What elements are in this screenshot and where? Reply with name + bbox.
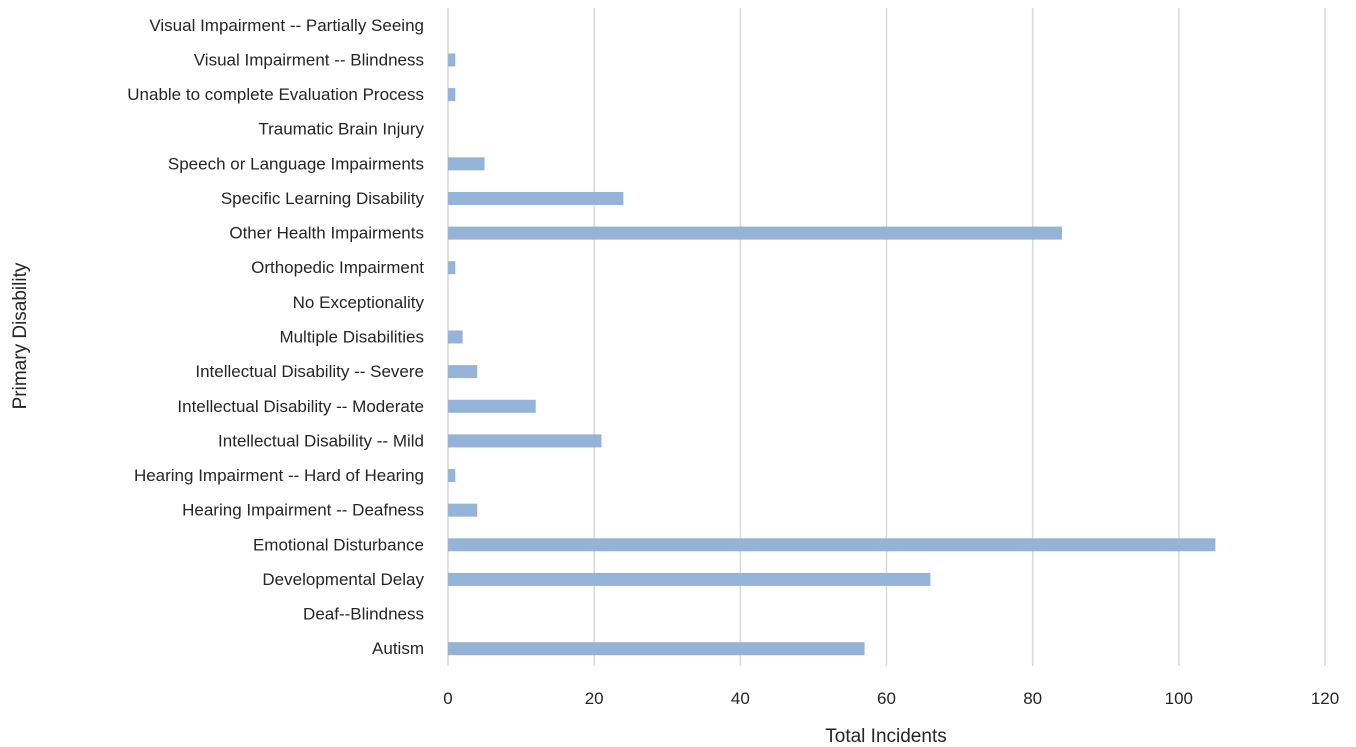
category-label: Unable to complete Evaluation Process [127,85,424,104]
bars [448,53,1216,656]
bar [448,572,931,586]
category-label: Traumatic Brain Injury [258,120,424,139]
bar [448,191,624,205]
category-label: Orthopedic Impairment [251,258,424,277]
x-tick-label: 0 [443,689,452,708]
bar [448,261,456,275]
bar [448,642,865,656]
bar [448,226,1062,240]
bar [448,434,602,448]
bar [448,538,1216,552]
category-label: Intellectual Disability -- Severe [195,362,424,381]
category-label: Autism [372,639,424,658]
x-tick-labels: 0 20 40 60 80 100 120 [443,689,1339,708]
bar [448,365,478,379]
bar [448,399,536,413]
category-label: Developmental Delay [262,570,424,589]
y-axis-title: Primary Disability [10,262,31,409]
category-label: Multiple Disabilities [279,328,424,347]
category-label: Visual Impairment -- Blindness [194,50,424,69]
category-labels: Autism Deaf--Blindness Developmental Delay… [127,16,424,658]
category-label: Intellectual Disability -- Mild [218,431,424,450]
category-label: Intellectual Disability -- Moderate [177,397,424,416]
category-label: No Exceptionality [293,293,425,312]
category-label: Emotional Disturbance [253,535,424,554]
bar [448,53,456,67]
x-tick-label: 100 [1165,689,1193,708]
bar [448,330,463,344]
category-label: Other Health Impairments [229,224,424,243]
x-axis-title: Total Incidents [825,726,946,747]
bar [448,88,456,102]
category-label: Specific Learning Disability [221,189,425,208]
category-label: Speech or Language Impairments [168,154,424,173]
x-tick-label: 40 [731,689,750,708]
x-tick-label: 80 [1023,689,1042,708]
category-label: Visual Impairment -- Partially Seeing [149,16,424,35]
category-label: Hearing Impairment -- Deafness [182,501,424,520]
category-label: Deaf--Blindness [303,605,424,624]
category-label: Hearing Impairment -- Hard of Hearing [134,466,424,485]
bar [448,157,485,171]
x-tick-label: 60 [877,689,896,708]
x-tick-label: 20 [585,689,604,708]
x-tick-label: 120 [1311,689,1339,708]
gridlines [447,8,1326,666]
bar [448,469,456,483]
bar [448,503,478,517]
